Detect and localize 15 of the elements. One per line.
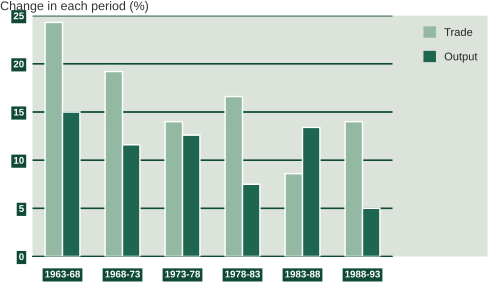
x-tick-label: 1978-83 <box>225 270 260 278</box>
legend-label: Trade <box>444 28 472 36</box>
x-tick-label: 1983-88 <box>285 270 320 278</box>
y-tick-label: 5 <box>19 205 24 212</box>
y-tick-label: 20 <box>14 60 24 68</box>
y-tick-label: 15 <box>14 108 24 116</box>
x-tick-label: 1973-78 <box>165 270 200 278</box>
x-tick-label: 1963-68 <box>45 270 80 278</box>
y-axis-title: Change in each period (%) <box>0 1 148 13</box>
y-tick-label: 25 <box>14 12 24 20</box>
x-tick-label: 1988-93 <box>345 270 380 278</box>
x-tick-label: 1968-73 <box>105 270 140 278</box>
y-tick-label: 0 <box>19 253 24 260</box>
y-tick-label: 10 <box>14 156 24 164</box>
legend-label: Output <box>444 52 478 63</box>
